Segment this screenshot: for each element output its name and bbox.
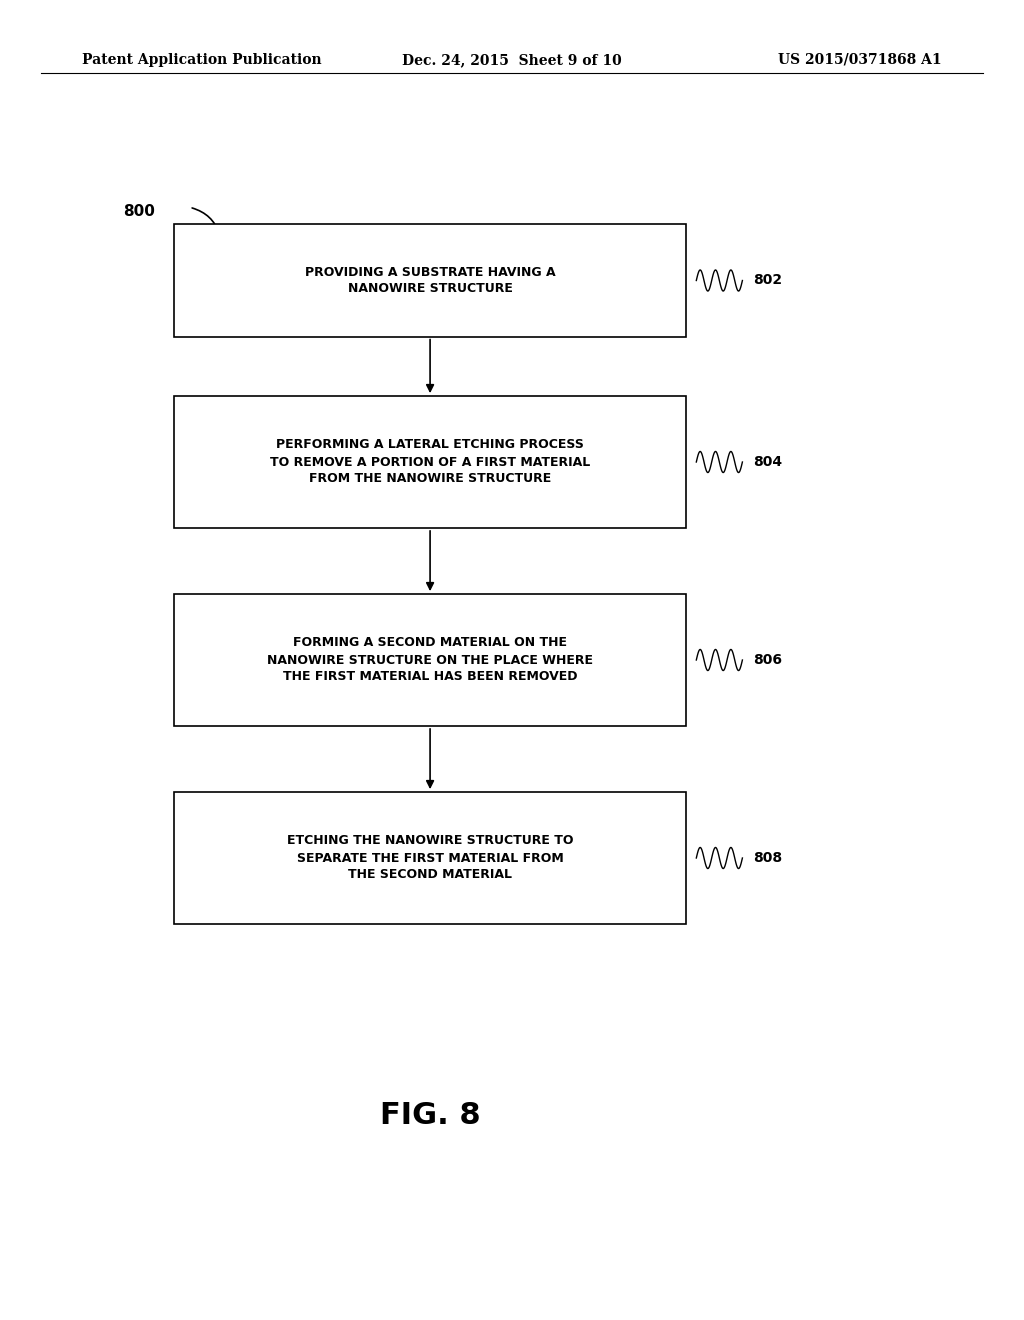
Text: US 2015/0371868 A1: US 2015/0371868 A1 [778,53,942,67]
Text: FIG. 8: FIG. 8 [380,1101,480,1130]
FancyArrowPatch shape [193,209,220,234]
Text: ETCHING THE NANOWIRE STRUCTURE TO
SEPARATE THE FIRST MATERIAL FROM
THE SECOND MA: ETCHING THE NANOWIRE STRUCTURE TO SEPARA… [287,834,573,882]
Text: Patent Application Publication: Patent Application Publication [82,53,322,67]
FancyBboxPatch shape [174,594,686,726]
Text: 804: 804 [753,455,781,469]
FancyBboxPatch shape [174,792,686,924]
Text: Dec. 24, 2015  Sheet 9 of 10: Dec. 24, 2015 Sheet 9 of 10 [402,53,622,67]
Text: 800: 800 [123,203,155,219]
FancyBboxPatch shape [174,396,686,528]
Text: PERFORMING A LATERAL ETCHING PROCESS
TO REMOVE A PORTION OF A FIRST MATERIAL
FRO: PERFORMING A LATERAL ETCHING PROCESS TO … [270,438,590,486]
Text: 808: 808 [753,851,781,865]
Text: PROVIDING A SUBSTRATE HAVING A
NANOWIRE STRUCTURE: PROVIDING A SUBSTRATE HAVING A NANOWIRE … [305,265,555,296]
FancyBboxPatch shape [174,224,686,337]
Text: FORMING A SECOND MATERIAL ON THE
NANOWIRE STRUCTURE ON THE PLACE WHERE
THE FIRST: FORMING A SECOND MATERIAL ON THE NANOWIR… [267,636,593,684]
Text: 806: 806 [753,653,781,667]
Text: 802: 802 [753,273,781,288]
